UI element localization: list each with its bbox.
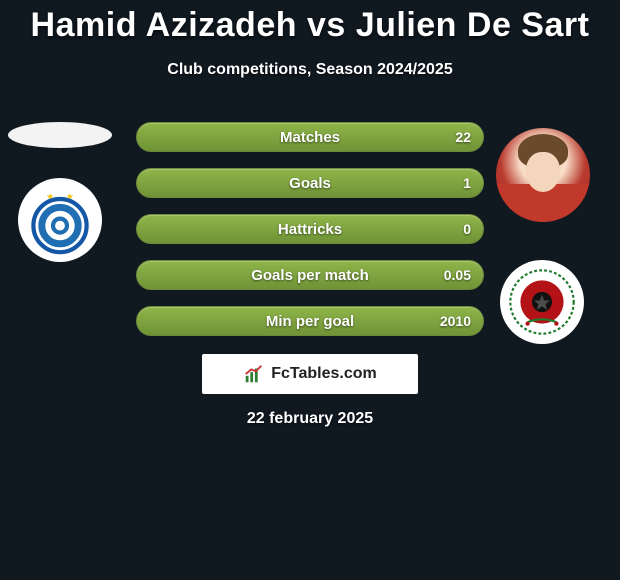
stat-value-right: 2010 [440,313,471,329]
stat-value-right: 0.05 [444,267,471,283]
stat-label: Hattricks [278,221,342,238]
stat-value-right: 1 [463,175,471,191]
attribution-brand: FcTables.com [271,365,377,383]
stat-label: Matches [280,129,340,146]
club-crest-right-icon [506,266,578,338]
club-crest-left [18,178,102,262]
stat-label: Goals per match [251,267,369,284]
player-left-avatar [8,122,112,148]
stat-row-hattricks: Hattricks 0 [136,214,484,244]
date-caption: 22 february 2025 [0,410,620,428]
attribution-box: FcTables.com [202,354,418,394]
club-crest-right [500,260,584,344]
player-right-avatar [496,128,590,222]
stat-value-right: 22 [455,129,471,145]
stat-value-right: 0 [463,221,471,237]
stat-row-matches: Matches 22 [136,122,484,152]
esteghlal-crest-icon [25,185,95,255]
page-title: Hamid Azizadeh vs Julien De Sart [0,0,620,45]
stat-row-min-per-goal: Min per goal 2010 [136,306,484,336]
stat-row-goals-per-match: Goals per match 0.05 [136,260,484,290]
subtitle: Club competitions, Season 2024/2025 [0,61,620,79]
stat-label: Goals [289,175,331,192]
stats-bars: Matches 22 Goals 1 Hattricks 0 Goals per… [136,122,484,352]
stat-row-goals: Goals 1 [136,168,484,198]
fctables-logo-icon [243,363,265,385]
stat-label: Min per goal [266,313,354,330]
